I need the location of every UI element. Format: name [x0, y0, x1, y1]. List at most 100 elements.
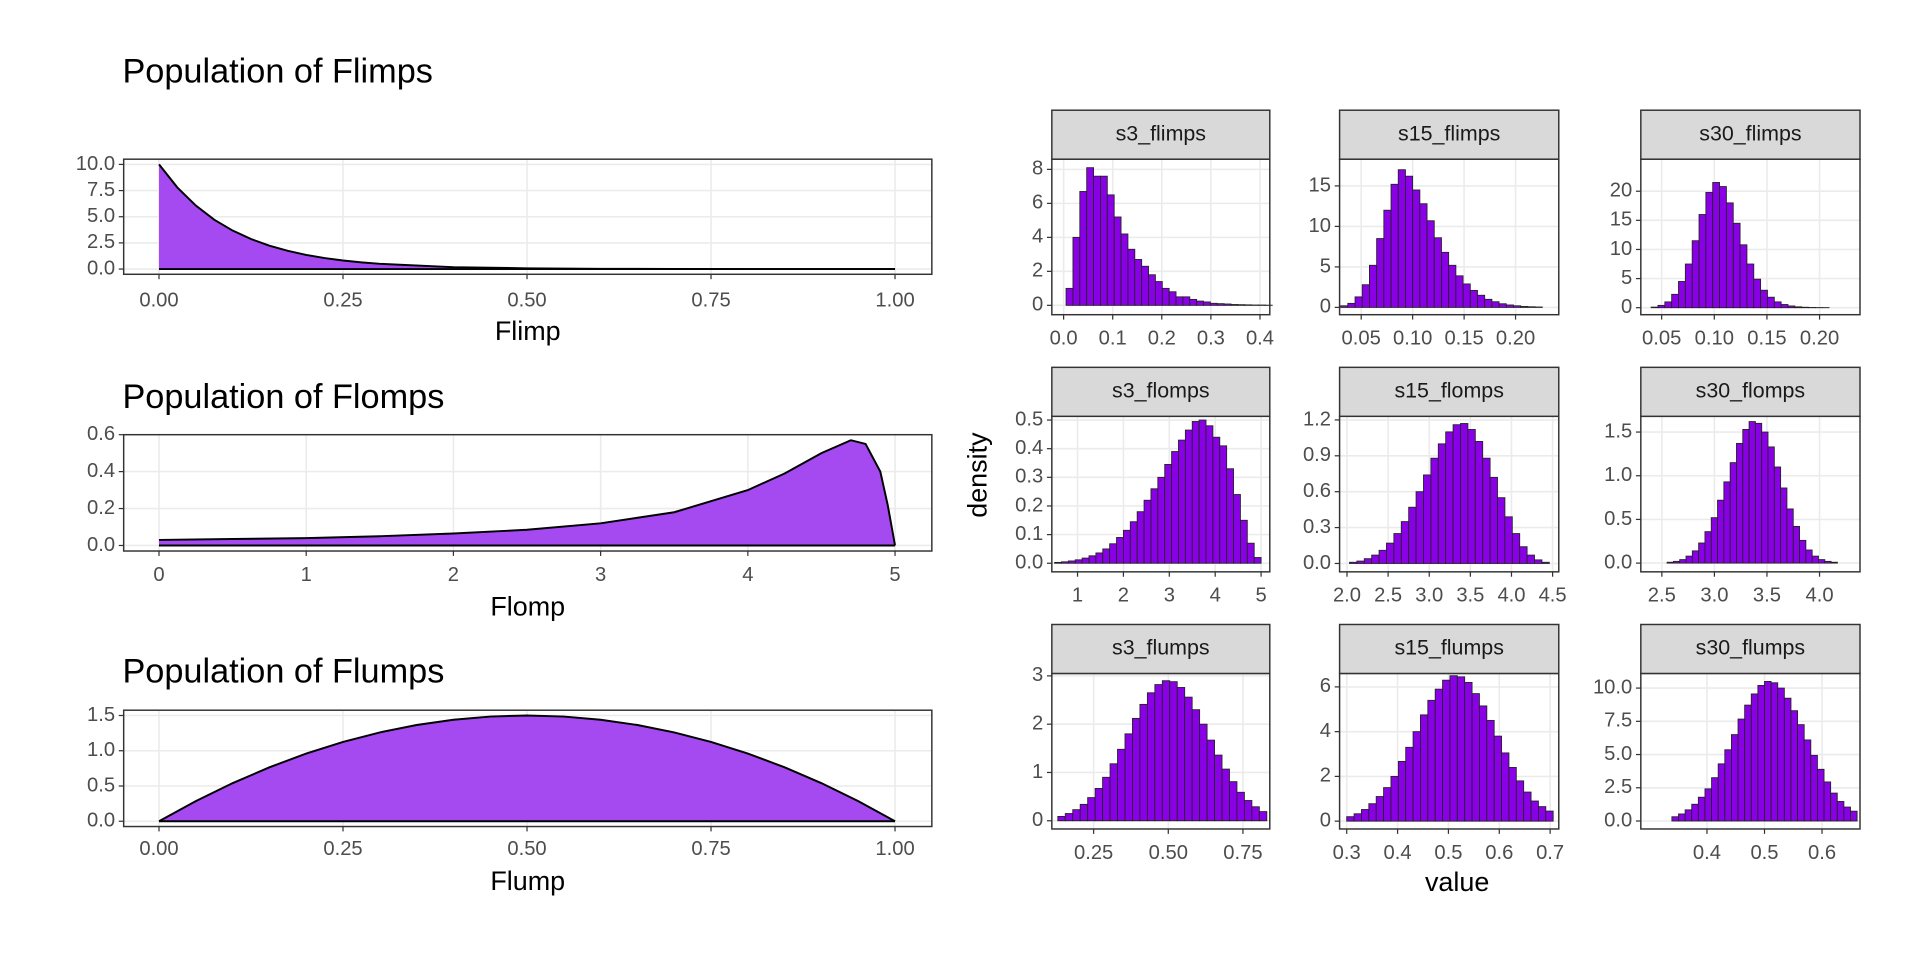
area-fill [159, 440, 896, 546]
histogram-bar [1171, 451, 1179, 564]
x-tick-label: 0.2 [1148, 328, 1176, 350]
histogram-bar [1086, 167, 1094, 306]
histogram-bar [1437, 443, 1447, 564]
facet-label: s3_flumps [1112, 636, 1210, 660]
histogram-bar [1116, 537, 1124, 564]
x-tick-label: 0.6 [1808, 842, 1836, 864]
y-tick-label: 1.5 [87, 704, 115, 726]
histogram-bar [1474, 441, 1484, 564]
histogram-bar [1757, 685, 1765, 822]
y-tick-label: 0.0 [87, 534, 115, 556]
histogram-bar [1448, 264, 1457, 308]
histogram-bar [1102, 776, 1111, 822]
x-tick-label: 0.15 [1747, 328, 1786, 350]
x-tick-label: 4 [1210, 585, 1221, 607]
y-tick-label: 1 [1032, 761, 1043, 783]
y-tick-label: 0.0 [1303, 552, 1331, 574]
histogram-bar [1754, 422, 1763, 564]
shared-x-label: value [1425, 867, 1489, 897]
y-tick-label: 0.4 [87, 460, 115, 482]
histogram-bar [1361, 284, 1370, 308]
facet-label: s15_flimps [1398, 121, 1500, 145]
histogram-bar [1093, 175, 1101, 306]
y-tick-label: 2 [1032, 260, 1043, 282]
histogram-bar [1219, 445, 1228, 564]
y-tick-label: 0.3 [1015, 466, 1043, 488]
histogram-bar [1136, 511, 1145, 564]
histogram-bar [1184, 429, 1193, 564]
histogram-bar [1405, 746, 1414, 822]
y-tick-label: 0.0 [1604, 809, 1632, 831]
histogram-bar [1065, 287, 1074, 306]
x-tick-label: 2.0 [1333, 585, 1361, 607]
y-tick-label: 0.0 [1015, 552, 1043, 574]
histogram-bar [1824, 560, 1832, 564]
x-tick-label: 0.50 [507, 290, 546, 312]
histogram-bar [1072, 809, 1081, 822]
histogram-bar [1141, 265, 1149, 306]
facet-label: s15_flumps [1394, 636, 1503, 660]
x-tick-label: 1 [301, 564, 312, 586]
histogram-bar [1691, 550, 1700, 564]
histogram-bar [1515, 780, 1525, 822]
facet-strip [1051, 623, 1271, 675]
histogram-bar [1216, 303, 1225, 306]
histogram-bar [1441, 251, 1450, 308]
histogram-bar [1704, 788, 1713, 822]
facet-strip [1640, 109, 1861, 160]
histogram-bar [1538, 806, 1547, 822]
x-tick-label: 0.10 [1393, 328, 1432, 350]
histogram-bar [1206, 739, 1215, 822]
histogram-bar [1511, 533, 1521, 564]
facet-label: s30_flumps [1696, 636, 1805, 660]
histogram-bar [1229, 781, 1238, 822]
x-tick-label: 0.0 [1050, 328, 1078, 350]
histogram-bar [1189, 298, 1198, 306]
histogram-bar [1505, 304, 1514, 308]
histogram-bar [1246, 542, 1255, 564]
histogram-bar [1513, 305, 1522, 308]
x-tick-label: 3.0 [1700, 585, 1728, 607]
panel-border [122, 709, 933, 828]
histogram-bar [1383, 787, 1392, 822]
histogram-bar [1442, 679, 1451, 822]
histogram-bar [1433, 237, 1442, 308]
facet-label: s30_flomps [1696, 378, 1805, 402]
x-tick-label: 0.05 [1642, 328, 1681, 350]
histogram-bar [1719, 186, 1727, 309]
x-tick-label: 0.75 [691, 290, 730, 312]
histogram-bar [1415, 491, 1424, 564]
facet-label: s3_flomps [1112, 378, 1210, 402]
histogram-bar [1434, 688, 1444, 822]
x-tick-label: 0.00 [139, 838, 178, 860]
y-tick-label: 2.5 [87, 231, 115, 253]
histogram-bar [1191, 421, 1200, 564]
histogram-bar [1161, 287, 1170, 306]
histogram-bar [1340, 305, 1349, 308]
y-tick-label: 8 [1032, 158, 1043, 180]
histogram-bar [1698, 214, 1707, 309]
histogram-bar [1527, 306, 1536, 308]
histogram-bar [1684, 263, 1693, 309]
histogram-bar [1449, 675, 1458, 822]
facet-strip [1640, 366, 1861, 418]
histogram-bar [1477, 294, 1486, 308]
histogram-bar [1427, 699, 1436, 822]
histogram-bar [1650, 306, 1659, 309]
histogram-bar [1079, 803, 1089, 822]
x-tick-label: 0.25 [323, 838, 362, 860]
histogram-bar [1471, 693, 1480, 822]
histogram-bar [1456, 676, 1466, 822]
y-tick-label: 6 [1032, 192, 1043, 214]
histogram-bar [1139, 703, 1148, 822]
histogram-bar [1251, 806, 1260, 822]
histogram-bar [1127, 248, 1136, 306]
histogram-bar [1748, 421, 1756, 564]
x-axis-label: Flomp [490, 592, 565, 622]
histogram-bar [1534, 559, 1543, 564]
x-tick-label: 0.50 [1149, 842, 1188, 864]
histogram-bar [1371, 554, 1380, 564]
facet-strip [1051, 366, 1271, 418]
histogram-bar [1746, 263, 1755, 309]
